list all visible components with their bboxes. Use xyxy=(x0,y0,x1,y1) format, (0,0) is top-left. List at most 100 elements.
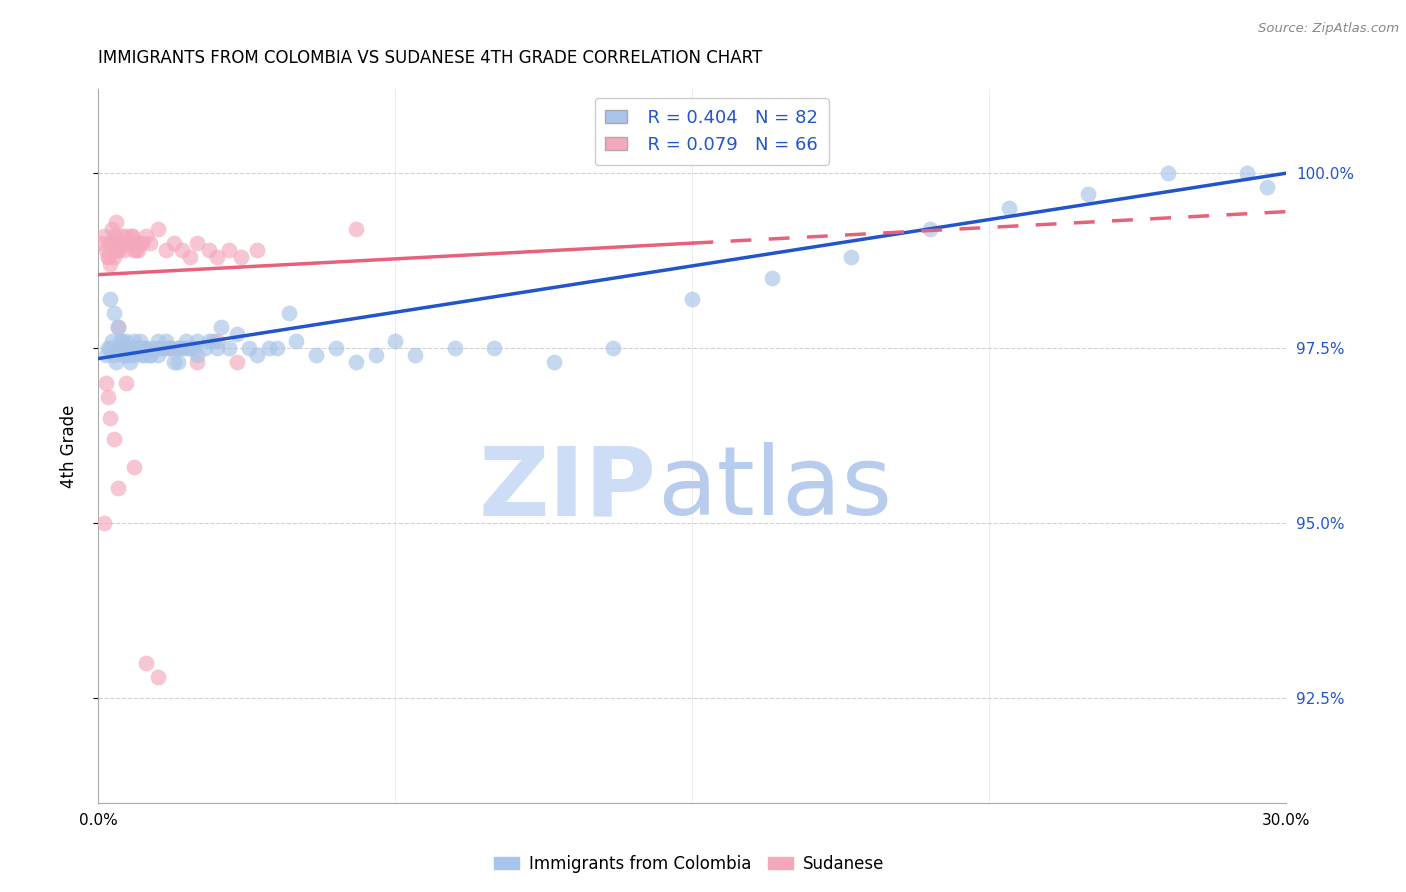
Point xyxy=(146,670,169,684)
Point xyxy=(103,250,125,264)
Point xyxy=(484,341,506,355)
Point xyxy=(115,334,138,348)
Point xyxy=(246,348,269,362)
Point xyxy=(139,348,162,362)
Point xyxy=(132,348,155,362)
Point xyxy=(266,341,288,355)
Point xyxy=(404,348,426,362)
Point xyxy=(285,334,308,348)
Point xyxy=(98,341,121,355)
Point xyxy=(257,341,280,355)
Point xyxy=(150,341,173,355)
Point xyxy=(682,292,704,306)
Point xyxy=(97,250,120,264)
Point xyxy=(117,236,139,251)
Point xyxy=(115,348,138,362)
Point xyxy=(111,334,134,348)
Point xyxy=(131,348,153,362)
Legend:   R = 0.404   N = 82,   R = 0.079   N = 66: R = 0.404 N = 82, R = 0.079 N = 66 xyxy=(595,98,828,165)
Point xyxy=(103,348,125,362)
Point xyxy=(209,320,232,334)
Point xyxy=(107,341,129,355)
Point xyxy=(111,229,134,244)
Point xyxy=(198,243,221,257)
Point xyxy=(96,243,118,257)
Point xyxy=(127,341,149,355)
Point xyxy=(101,222,124,236)
Point xyxy=(111,236,134,251)
Point xyxy=(183,341,205,355)
Legend: Immigrants from Colombia, Sudanese: Immigrants from Colombia, Sudanese xyxy=(486,848,891,880)
Point xyxy=(166,341,188,355)
Point xyxy=(325,341,347,355)
Point xyxy=(131,341,153,355)
Point xyxy=(129,236,152,251)
Point xyxy=(96,376,118,390)
Point xyxy=(112,348,135,362)
Point xyxy=(93,516,115,530)
Point xyxy=(122,243,145,257)
Point xyxy=(146,222,169,236)
Point xyxy=(226,355,249,369)
Point xyxy=(344,222,367,236)
Text: atlas: atlas xyxy=(657,442,891,535)
Point xyxy=(998,201,1021,215)
Point xyxy=(127,243,149,257)
Text: IMMIGRANTS FROM COLOMBIA VS SUDANESE 4TH GRADE CORRELATION CHART: IMMIGRANTS FROM COLOMBIA VS SUDANESE 4TH… xyxy=(98,49,762,67)
Point xyxy=(344,355,367,369)
Point xyxy=(186,236,208,251)
Point xyxy=(135,229,157,244)
Point xyxy=(135,341,157,355)
Point xyxy=(96,348,118,362)
Point xyxy=(1077,187,1099,202)
Point xyxy=(384,334,406,348)
Point xyxy=(131,236,153,251)
Point xyxy=(111,341,134,355)
Point xyxy=(159,341,181,355)
Point xyxy=(207,341,229,355)
Point xyxy=(122,460,145,475)
Point xyxy=(364,348,387,362)
Point xyxy=(1156,166,1178,180)
Point xyxy=(602,341,624,355)
Point xyxy=(122,334,145,348)
Point xyxy=(112,236,135,251)
Point xyxy=(920,222,942,236)
Point xyxy=(97,390,120,404)
Point xyxy=(103,306,125,320)
Y-axis label: 4th Grade: 4th Grade xyxy=(59,404,77,488)
Point xyxy=(543,355,565,369)
Point xyxy=(107,243,129,257)
Point xyxy=(194,341,217,355)
Point xyxy=(146,341,169,355)
Point xyxy=(166,355,188,369)
Text: Source: ZipAtlas.com: Source: ZipAtlas.com xyxy=(1258,22,1399,36)
Point xyxy=(121,229,143,244)
Point xyxy=(105,355,128,369)
Point xyxy=(112,243,135,257)
Point xyxy=(207,250,229,264)
Point xyxy=(93,229,115,244)
Point xyxy=(107,320,129,334)
Point xyxy=(103,229,125,244)
Point xyxy=(91,236,114,251)
Point xyxy=(122,348,145,362)
Text: ZIP: ZIP xyxy=(479,442,657,535)
Point xyxy=(107,243,129,257)
Point xyxy=(127,341,149,355)
Point xyxy=(101,236,124,251)
Point xyxy=(166,341,188,355)
Point xyxy=(218,341,240,355)
Point xyxy=(226,327,249,342)
Point xyxy=(101,334,124,348)
Point xyxy=(155,334,177,348)
Point xyxy=(108,236,131,251)
Point xyxy=(174,334,197,348)
Point xyxy=(146,334,169,348)
Point xyxy=(277,306,299,320)
Point xyxy=(246,243,269,257)
Point xyxy=(120,355,142,369)
Point xyxy=(125,243,148,257)
Point xyxy=(97,341,120,355)
Point xyxy=(202,334,225,348)
